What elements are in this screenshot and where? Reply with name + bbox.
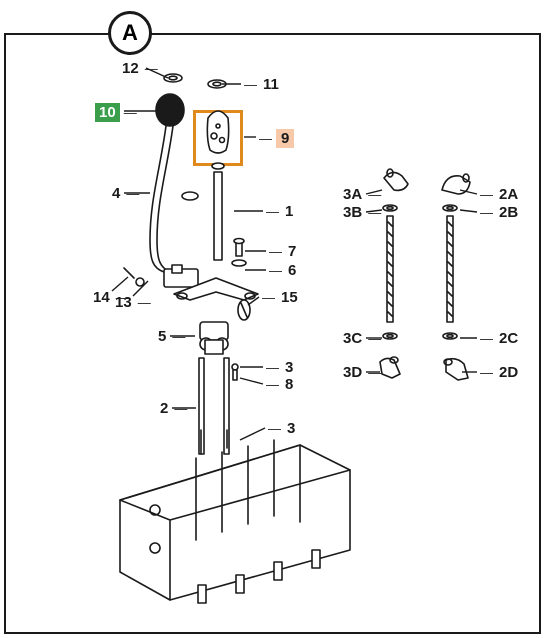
callout-11[interactable]: — 11 <box>244 76 281 93</box>
callout-dash: — <box>266 204 279 219</box>
callout-dash: — <box>172 329 185 344</box>
callout-label: 3B <box>341 204 364 221</box>
callout-label: 3A <box>341 186 364 203</box>
view-badge-label: A <box>122 20 138 46</box>
callout-3C[interactable]: 3C — <box>341 330 381 347</box>
view-badge: A <box>108 11 152 55</box>
callout-9[interactable]: —9 <box>259 129 294 148</box>
callout-5[interactable]: 5— <box>156 328 185 345</box>
callout-label: 8 <box>283 376 295 393</box>
callout-2C[interactable]: — 2C <box>480 330 520 347</box>
callout-label: 7 <box>286 243 298 260</box>
callout-3b[interactable]: —3 <box>268 420 297 437</box>
callout-label: 2D <box>497 364 520 381</box>
callout-2D[interactable]: — 2D <box>480 364 520 381</box>
callout-label: 9 <box>276 129 294 148</box>
callout-15[interactable]: — 15 <box>262 289 300 306</box>
callout-label: 3C <box>341 330 364 347</box>
callout-12[interactable]: 12 — <box>120 60 158 77</box>
callout-dash: — <box>124 105 137 120</box>
callout-dash: — <box>259 131 272 146</box>
selection-highlight[interactable] <box>193 110 243 166</box>
callout-8[interactable]: —8 <box>266 376 295 393</box>
callout-label: 6 <box>286 262 298 279</box>
callout-10[interactable]: 10 — <box>95 103 137 122</box>
callout-label: 11 <box>261 76 281 93</box>
callout-label: 15 <box>279 289 300 306</box>
callout-6[interactable]: —6 <box>269 262 298 279</box>
callout-1[interactable]: —1 <box>266 203 295 220</box>
callout-dash: — <box>368 187 381 202</box>
callout-3B[interactable]: 3B — <box>341 204 381 221</box>
callout-7[interactable]: —7 <box>269 243 298 260</box>
callout-dash: — <box>266 360 279 375</box>
callout-label: 2B <box>497 204 520 221</box>
callout-2A[interactable]: — 2A <box>480 186 520 203</box>
callout-label: 3D <box>341 364 364 381</box>
callout-dash: — <box>266 377 279 392</box>
callout-dash: — <box>268 421 281 436</box>
callout-label: 12 <box>120 60 141 77</box>
callout-dash: — <box>368 331 381 346</box>
callout-dash: — <box>480 331 493 346</box>
callout-dash: — <box>126 186 139 201</box>
callout-2B[interactable]: — 2B <box>480 204 520 221</box>
callout-dash: — <box>262 290 275 305</box>
callout-dash: — <box>145 61 158 76</box>
callout-label: 10 <box>95 103 120 122</box>
callout-dash: — <box>174 401 187 416</box>
callout-3D[interactable]: 3D — <box>341 364 381 381</box>
callout-label: 5 <box>156 328 168 345</box>
callout-label: 2 <box>158 400 170 417</box>
diagram-canvas: A <box>0 0 545 638</box>
callout-label: 2A <box>497 186 520 203</box>
callout-dash: — <box>368 365 381 380</box>
callout-label: 2C <box>497 330 520 347</box>
callout-13[interactable]: 13 — <box>113 294 151 311</box>
callout-4[interactable]: 4— <box>110 185 139 202</box>
callout-label: 3 <box>283 359 295 376</box>
callout-dash: — <box>138 295 151 310</box>
callout-dash: — <box>480 187 493 202</box>
callout-dash: — <box>480 365 493 380</box>
callout-label: 13 <box>113 294 134 311</box>
callout-3t[interactable]: —3 <box>266 359 295 376</box>
callout-label: 1 <box>283 203 295 220</box>
callout-label: 14 <box>91 289 112 306</box>
callout-dash: — <box>269 263 282 278</box>
callout-dash: — <box>244 77 257 92</box>
diagram-frame <box>4 33 541 634</box>
callout-label: 3 <box>285 420 297 437</box>
callout-3A[interactable]: 3A — <box>341 186 381 203</box>
callout-dash: — <box>269 244 282 259</box>
callout-dash: — <box>368 205 381 220</box>
callout-dash: — <box>480 205 493 220</box>
callout-2[interactable]: 2— <box>158 400 187 417</box>
callout-label: 4 <box>110 185 122 202</box>
